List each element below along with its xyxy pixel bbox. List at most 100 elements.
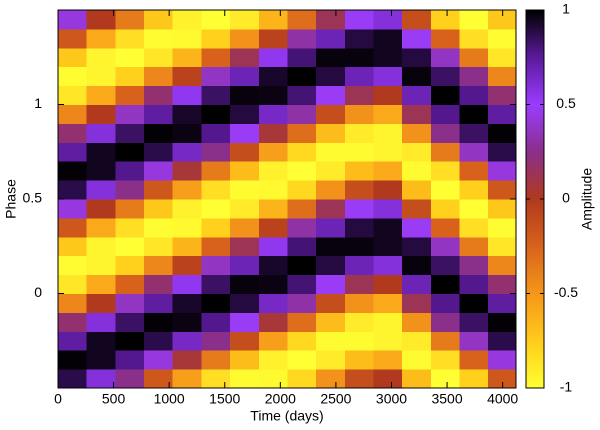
heatmap-cell — [459, 217, 489, 238]
heatmap-cell — [201, 28, 231, 49]
heatmap-cell — [172, 47, 202, 68]
heatmap-cell — [144, 104, 174, 124]
heatmap-cell — [430, 180, 461, 200]
heatmap-cell — [86, 85, 116, 105]
heatmap-cell — [316, 199, 346, 219]
heatmap-cell — [58, 85, 88, 105]
x-tick-label: 2000 — [265, 391, 296, 407]
heatmap-cell — [430, 312, 461, 332]
heatmap-cell — [144, 142, 174, 162]
heatmap-cell — [172, 10, 202, 30]
heatmap-cell — [459, 274, 489, 294]
heatmap-cell — [402, 350, 432, 370]
heatmap-cell — [86, 274, 116, 294]
heatmap-cell — [86, 217, 116, 238]
heatmap-cell — [172, 123, 202, 143]
heatmap-cell — [430, 236, 461, 257]
heatmap-cell — [230, 180, 260, 200]
heatmap-cell — [201, 312, 231, 332]
heatmap-cell — [201, 104, 231, 124]
heatmap-cell — [430, 199, 461, 219]
heatmap-cell — [459, 123, 489, 143]
heatmap-cell — [430, 331, 461, 351]
heatmap-cell — [402, 331, 432, 351]
heatmap-cell — [258, 236, 288, 257]
heatmap-cell — [430, 123, 461, 143]
heatmap-cell — [58, 312, 88, 332]
heatmap-cell — [344, 217, 374, 238]
heatmap-cell — [459, 180, 489, 200]
heatmap-cell — [488, 123, 517, 143]
heatmap-cell — [373, 293, 403, 313]
heatmap-cell — [258, 104, 288, 124]
heatmap-cell — [287, 331, 317, 351]
heatmap-cell — [201, 255, 231, 276]
heatmap-cell — [344, 293, 374, 313]
heatmap-cell — [316, 293, 346, 313]
heatmap-cell — [287, 274, 317, 294]
heatmap-cell — [172, 274, 202, 294]
heatmap-cell — [402, 10, 432, 30]
heatmap-cell — [230, 142, 260, 162]
colorbar-tick-label: -0.5 — [554, 284, 578, 300]
heatmap-cell — [115, 199, 145, 219]
heatmap-cell — [258, 312, 288, 332]
heatmap-cell — [201, 217, 231, 238]
heatmap-cell — [402, 47, 432, 68]
heatmap-cell — [172, 217, 202, 238]
heatmap-cell — [373, 85, 403, 105]
heatmap-cell — [172, 236, 202, 257]
heatmap-cell — [373, 331, 403, 351]
heatmap-cell — [316, 255, 346, 276]
heatmap-cell — [344, 123, 374, 143]
heatmap-cell — [373, 199, 403, 219]
heatmap-cell — [344, 10, 374, 30]
heatmap-cell — [316, 312, 346, 332]
heatmap-cell — [144, 255, 174, 276]
heatmap-cell — [316, 217, 346, 238]
heatmap-cell — [373, 236, 403, 257]
heatmap-cell — [58, 293, 88, 313]
heatmap-cell — [488, 180, 517, 200]
heatmap-cell — [144, 180, 174, 200]
heatmap-cell — [258, 274, 288, 294]
heatmap-cell — [430, 28, 461, 49]
heatmap-cell — [287, 47, 317, 68]
heatmap-cell — [344, 142, 374, 162]
heatmap-cell — [488, 161, 517, 181]
heatmap-cell — [201, 369, 231, 389]
heatmap-cell — [402, 142, 432, 162]
colorbar-tick-label: 1 — [562, 1, 570, 17]
heatmap-cell — [172, 66, 202, 87]
heatmap-cell — [430, 161, 461, 181]
heatmap-cell — [287, 28, 317, 49]
heatmap-cell — [402, 66, 432, 87]
heatmap-cell — [115, 369, 145, 389]
heatmap-cell — [373, 350, 403, 370]
heatmap-cell — [373, 369, 403, 389]
heatmap-cell — [86, 10, 116, 30]
heatmap-cell — [201, 142, 231, 162]
heatmap-cell — [344, 312, 374, 332]
heatmap-cell — [230, 350, 260, 370]
heatmap-cell — [373, 180, 403, 200]
heatmap-cell — [258, 331, 288, 351]
heatmap-cell — [402, 123, 432, 143]
heatmap-cell — [287, 180, 317, 200]
heatmap-cell — [373, 312, 403, 332]
heatmap-cell — [86, 236, 116, 257]
heatmap-cell — [430, 104, 461, 124]
heatmap-cell — [316, 66, 346, 87]
heatmap-cell — [373, 274, 403, 294]
heatmap-cell — [459, 312, 489, 332]
heatmap-cell — [316, 161, 346, 181]
heatmap-cell — [58, 236, 88, 257]
heatmap-cell — [430, 47, 461, 68]
x-tick-label: 3500 — [431, 391, 462, 407]
heatmap-cell — [459, 104, 489, 124]
heatmap — [58, 10, 517, 389]
heatmap-cell — [459, 28, 489, 49]
heatmap-cell — [201, 199, 231, 219]
heatmap-cell — [230, 293, 260, 313]
heatmap-cell — [488, 331, 517, 351]
